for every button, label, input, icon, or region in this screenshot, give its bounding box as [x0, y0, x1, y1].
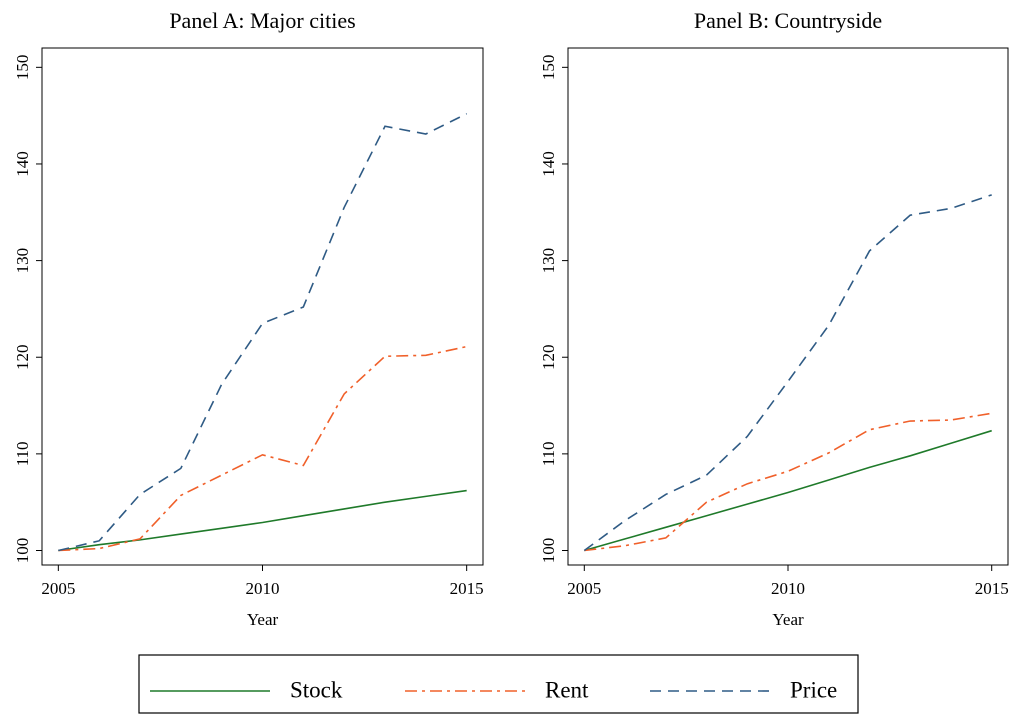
legend-label: Price [790, 677, 837, 702]
series-line [583, 194, 992, 552]
x-axis-title: Year [772, 610, 804, 629]
x-tick-label: 2005 [567, 579, 601, 598]
y-tick-label: 140 [539, 151, 558, 177]
legend-label: Rent [545, 677, 589, 702]
x-axis-title: Year [247, 610, 279, 629]
y-tick-label: 120 [13, 344, 32, 370]
y-tick-label: 150 [13, 55, 32, 81]
y-tick-label: 130 [539, 248, 558, 274]
legend-box [138, 654, 859, 714]
plot-frame [41, 47, 484, 566]
x-tick-label: 2015 [450, 579, 484, 598]
series-line [584, 429, 992, 552]
y-tick-label: 150 [539, 55, 558, 81]
y-tick-label: 110 [539, 441, 558, 466]
series-line [58, 345, 467, 552]
series-line [584, 412, 992, 552]
y-tick-label: 100 [539, 538, 558, 564]
y-tick-label: 110 [13, 441, 32, 466]
y-tick-label: 100 [13, 538, 32, 564]
x-tick-label: 2010 [771, 579, 805, 598]
panel-title: Panel B: Countryside [694, 8, 882, 33]
y-tick-label: 120 [539, 344, 558, 370]
series-line [58, 489, 467, 552]
x-tick-label: 2005 [41, 579, 75, 598]
x-tick-label: 2015 [975, 579, 1009, 598]
x-tick-label: 2010 [246, 579, 280, 598]
plot-frame [567, 47, 1009, 566]
panel-title: Panel A: Major cities [169, 8, 355, 33]
y-tick-label: 140 [13, 151, 32, 177]
y-tick-label: 130 [13, 248, 32, 274]
legend-label: Stock [290, 677, 343, 702]
series-line [58, 112, 468, 552]
